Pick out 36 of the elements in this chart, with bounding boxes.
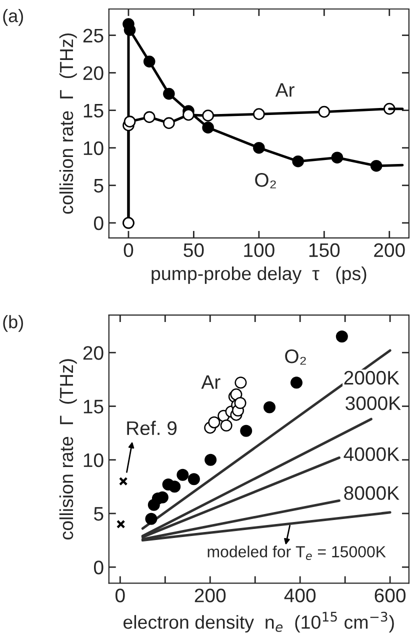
x-tick-label: 100 xyxy=(244,243,274,258)
y-tick-label: 5 xyxy=(94,507,104,521)
x-tick-label: 0 xyxy=(124,243,134,258)
annotation: Ar xyxy=(275,83,294,97)
annotation: Ar xyxy=(201,375,220,389)
y-tick-label: 0 xyxy=(94,216,104,230)
x-tick-label: 0 xyxy=(116,588,125,602)
annotation: Ref. 9 xyxy=(127,420,177,436)
x-axis-title: electron density n$_{e}$ (10$^{15}$ cm$^{−3}$) xyxy=(124,612,394,633)
y-tick-label: 25 xyxy=(83,28,104,43)
x-tick-label: 150 xyxy=(309,243,340,258)
y-tick-label: 5 xyxy=(94,179,104,193)
y-tick-label: 15 xyxy=(84,104,104,118)
y-tick-label: 15 xyxy=(84,400,104,414)
x-tick-label: 400 xyxy=(284,588,316,602)
x-axis-title: pump-probe delay τ (ps) xyxy=(152,266,366,284)
annotation: 3000K xyxy=(346,396,401,410)
chart-title: (a) xyxy=(3,9,23,26)
annotation: modeled for T$_{e}$ = 15000K xyxy=(208,546,386,560)
y-tick-label: 10 xyxy=(84,453,104,468)
y-tick-label: 20 xyxy=(83,66,104,80)
y-tick-label: 20 xyxy=(83,346,104,360)
x-tick-label: 600 xyxy=(374,588,406,602)
x-tick-label: 200 xyxy=(374,243,405,258)
chart-title: (b) xyxy=(3,315,23,332)
y-tick-label: 0 xyxy=(94,560,104,574)
annotation: O₂ xyxy=(255,173,276,188)
x-tick-label: 200 xyxy=(194,588,226,602)
y-axis-title: collision rate Γ (THz) xyxy=(59,33,77,214)
annotation: O₂ xyxy=(285,349,306,365)
annotation: 4000K xyxy=(344,447,400,462)
x-tick-label: 50 xyxy=(184,243,204,258)
y-tick-label: 10 xyxy=(84,141,104,156)
annotation: 2000K xyxy=(344,370,400,385)
y-axis-title: collision rate Γ (THz) xyxy=(59,359,77,540)
annotation: 8000K xyxy=(344,486,400,500)
